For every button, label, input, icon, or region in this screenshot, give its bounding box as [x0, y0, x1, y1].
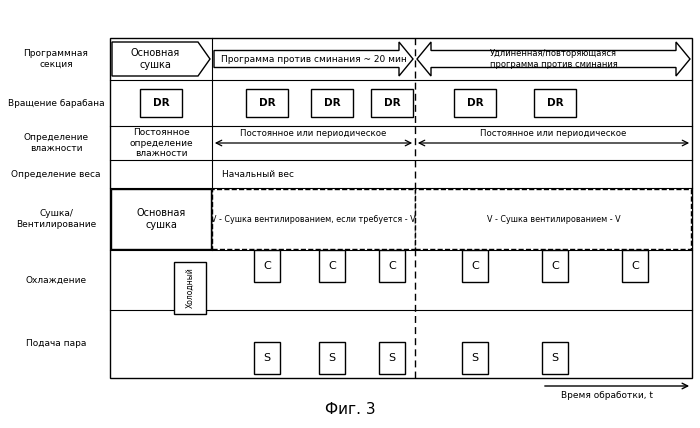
Text: Холодный: Холодный [186, 268, 195, 309]
Polygon shape [112, 42, 210, 76]
Text: DR: DR [323, 98, 340, 108]
Text: DR: DR [547, 98, 564, 108]
Text: Охлаждение: Охлаждение [25, 276, 87, 285]
Text: DR: DR [467, 98, 483, 108]
Text: Начальный вес: Начальный вес [222, 169, 294, 178]
Bar [246, 89, 288, 117]
Text: Постоянное
определение
влажности: Постоянное определение влажности [130, 128, 192, 158]
Bar [140, 89, 182, 117]
Text: C: C [263, 261, 271, 271]
Bar [174, 262, 206, 314]
Polygon shape [417, 42, 690, 76]
Bar [111, 189, 211, 249]
Text: DR: DR [259, 98, 275, 108]
Bar [311, 89, 353, 117]
Text: S: S [328, 353, 335, 363]
Bar [379, 250, 405, 282]
Bar [379, 342, 405, 374]
Text: Основная
сушка: Основная сушка [130, 48, 180, 70]
Text: Вращение барабана: Вращение барабана [8, 98, 104, 107]
Text: S: S [471, 353, 479, 363]
Bar [534, 89, 576, 117]
Text: Определение
влажности: Определение влажности [23, 133, 89, 153]
Text: C: C [551, 261, 559, 271]
Text: C: C [328, 261, 336, 271]
Text: Программная
секция: Программная секция [24, 49, 88, 69]
Text: Постоянное или периодическое: Постоянное или периодическое [240, 128, 386, 137]
Bar [371, 89, 413, 117]
Text: Основная
сушка: Основная сушка [136, 208, 186, 230]
Text: S: S [263, 353, 271, 363]
Bar [254, 250, 280, 282]
Text: DR: DR [153, 98, 169, 108]
Text: DR: DR [384, 98, 400, 108]
Text: Определение веса: Определение веса [11, 169, 101, 178]
Text: Программа против сминания ~ 20 мин: Программа против сминания ~ 20 мин [220, 54, 407, 63]
Text: Фиг. 3: Фиг. 3 [325, 402, 375, 417]
Bar [462, 342, 488, 374]
Bar [319, 342, 345, 374]
Text: V - Сушка вентилированием, если требуется - V: V - Сушка вентилированием, если требуетс… [211, 214, 416, 223]
Bar [110, 38, 692, 378]
Polygon shape [214, 42, 413, 76]
Bar [542, 342, 568, 374]
Bar [254, 342, 280, 374]
Bar [212, 189, 415, 249]
Text: Постоянное или периодическое: Постоянное или периодическое [480, 128, 626, 137]
Text: Подача пара: Подача пара [26, 339, 86, 348]
Text: Удлиненная/повторяющаяся
программа против сминания: Удлиненная/повторяющаяся программа проти… [489, 49, 617, 69]
Text: C: C [388, 261, 396, 271]
Text: Время обработки, t: Время обработки, t [561, 392, 653, 401]
Bar [454, 89, 496, 117]
Bar [319, 250, 345, 282]
Bar [415, 189, 691, 249]
Text: S: S [552, 353, 559, 363]
Text: C: C [471, 261, 479, 271]
Text: C: C [631, 261, 639, 271]
Bar [622, 250, 648, 282]
Bar [542, 250, 568, 282]
Text: V - Сушка вентилированием - V: V - Сушка вентилированием - V [486, 214, 620, 223]
Text: Сушка/
Вентилирование: Сушка/ Вентилирование [16, 209, 96, 229]
Text: S: S [389, 353, 396, 363]
Bar [462, 250, 488, 282]
